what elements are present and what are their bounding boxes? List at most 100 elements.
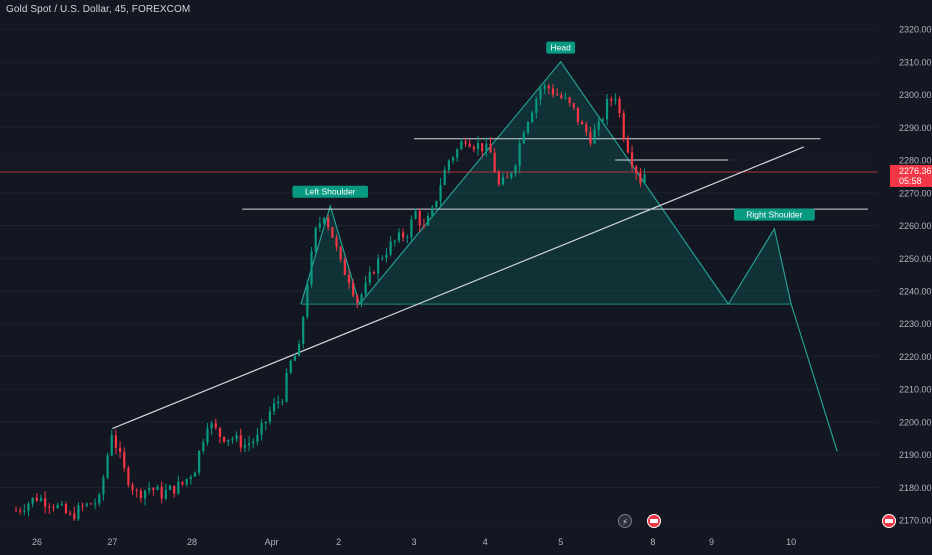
candle-body [206, 428, 209, 443]
head-label-text[interactable]: Head [551, 43, 572, 53]
candle-body [343, 259, 346, 275]
candle-body [310, 251, 313, 285]
candle-body [643, 174, 646, 184]
candle-body [306, 284, 309, 318]
candle-body [547, 85, 550, 89]
price-tick-label: 2270.00 [899, 188, 932, 198]
candle-body [347, 274, 351, 283]
left-shoulder-label[interactable]: Left Shoulder [292, 185, 369, 198]
candle-body [35, 497, 38, 501]
candle-body [264, 421, 267, 424]
candle-body [447, 160, 450, 171]
candle-body [406, 237, 409, 239]
trend-line[interactable] [112, 146, 804, 430]
flag-glyph-right [885, 519, 893, 523]
pattern-outline[interactable] [300, 60, 792, 306]
candle-body [202, 442, 205, 451]
candle-body [218, 427, 222, 437]
flag-glyph [650, 519, 658, 523]
candle-body [622, 113, 625, 140]
candle-body [464, 141, 467, 144]
candle-body [389, 241, 392, 255]
candle-body [593, 129, 596, 144]
left-shoulder-label-bg[interactable] [292, 185, 369, 198]
candle-body [102, 477, 105, 495]
candle-body [514, 165, 517, 174]
candle-body [489, 143, 492, 153]
candle-body [252, 441, 255, 444]
candle-body [123, 451, 126, 468]
candle-body [635, 166, 638, 174]
price-tick-label: 2240.00 [899, 287, 932, 297]
head-label[interactable]: Head [546, 41, 576, 54]
candle-body [143, 490, 147, 499]
price-tick-label: 2190.00 [899, 450, 932, 460]
candle-body [460, 141, 463, 150]
candle-body [610, 99, 613, 101]
candle-body [585, 124, 588, 133]
lightning-glyph: ⚡ [622, 517, 628, 527]
candle-body [377, 258, 380, 274]
candle-body [98, 494, 101, 504]
head-and-shoulders-pattern[interactable] [300, 60, 838, 452]
candle-body [385, 254, 388, 258]
candle-body [127, 467, 130, 485]
candle-body [601, 119, 605, 122]
candle-body [439, 184, 442, 202]
candle-body [44, 498, 47, 507]
candle-body [381, 257, 384, 259]
candle-body [156, 486, 159, 491]
time-tick-label: 10 [786, 537, 796, 547]
price-tick-label: 2180.00 [899, 483, 932, 493]
candle-body [39, 498, 43, 501]
candle-body [268, 411, 272, 422]
target-projection-line[interactable] [790, 303, 838, 452]
candle-body [152, 488, 155, 491]
right-shoulder-label-text[interactable]: Right Shoulder [746, 210, 802, 220]
head-label-bg[interactable] [546, 41, 576, 54]
time-tick-label: 27 [107, 537, 117, 547]
current-price-value: 2276.36 [899, 166, 932, 176]
candle-body [256, 434, 259, 442]
candle-body [468, 143, 471, 147]
axes[interactable]: 2320.00 2310.00 2300.00 2290.00 2280.00 2270.… [32, 25, 932, 547]
candle-body [285, 372, 288, 402]
drawing-lines[interactable] [0, 138, 878, 430]
price-tick-label: 2220.00 [899, 352, 932, 362]
right-shoulder-label[interactable]: Right Shoulder [733, 208, 815, 221]
candle-body [639, 173, 642, 184]
pattern-labels[interactable]: Left Shoulder Head Right Shoulder [292, 41, 815, 221]
candle-body [210, 423, 213, 429]
pattern-fill [300, 61, 792, 305]
left-shoulder-label-text[interactable]: Left Shoulder [305, 187, 356, 197]
candle-body [568, 97, 571, 104]
candle-body [605, 99, 609, 120]
symbol-title[interactable]: Gold Spot / U.S. Dollar, 45, FOREXCOM [6, 4, 191, 15]
candle-body [131, 484, 134, 491]
time-tick-label: Apr [265, 537, 279, 547]
candle-body [77, 505, 80, 520]
candle-body [19, 510, 22, 512]
candle-body [522, 132, 525, 144]
candle-body [314, 227, 317, 252]
time-tick-label: 8 [650, 537, 655, 547]
price-tick-label: 2290.00 [899, 123, 932, 133]
candle-body [510, 173, 513, 178]
candle-body [56, 504, 59, 508]
time-tick-label: 4 [483, 537, 488, 547]
candle-body [227, 439, 230, 442]
price-tick-label: 2170.00 [899, 516, 932, 526]
candle-body [630, 152, 634, 167]
price-tick-label: 2250.00 [899, 254, 932, 264]
candle-body [410, 219, 413, 238]
candle-body [564, 97, 567, 99]
candle-body [52, 507, 55, 509]
candle-body [135, 490, 138, 492]
candle-body [85, 503, 88, 506]
event-lightning-icon[interactable] [618, 514, 632, 528]
right-shoulder-label-bg[interactable] [733, 208, 815, 221]
candle-body [235, 435, 238, 440]
candle-body [431, 207, 434, 216]
